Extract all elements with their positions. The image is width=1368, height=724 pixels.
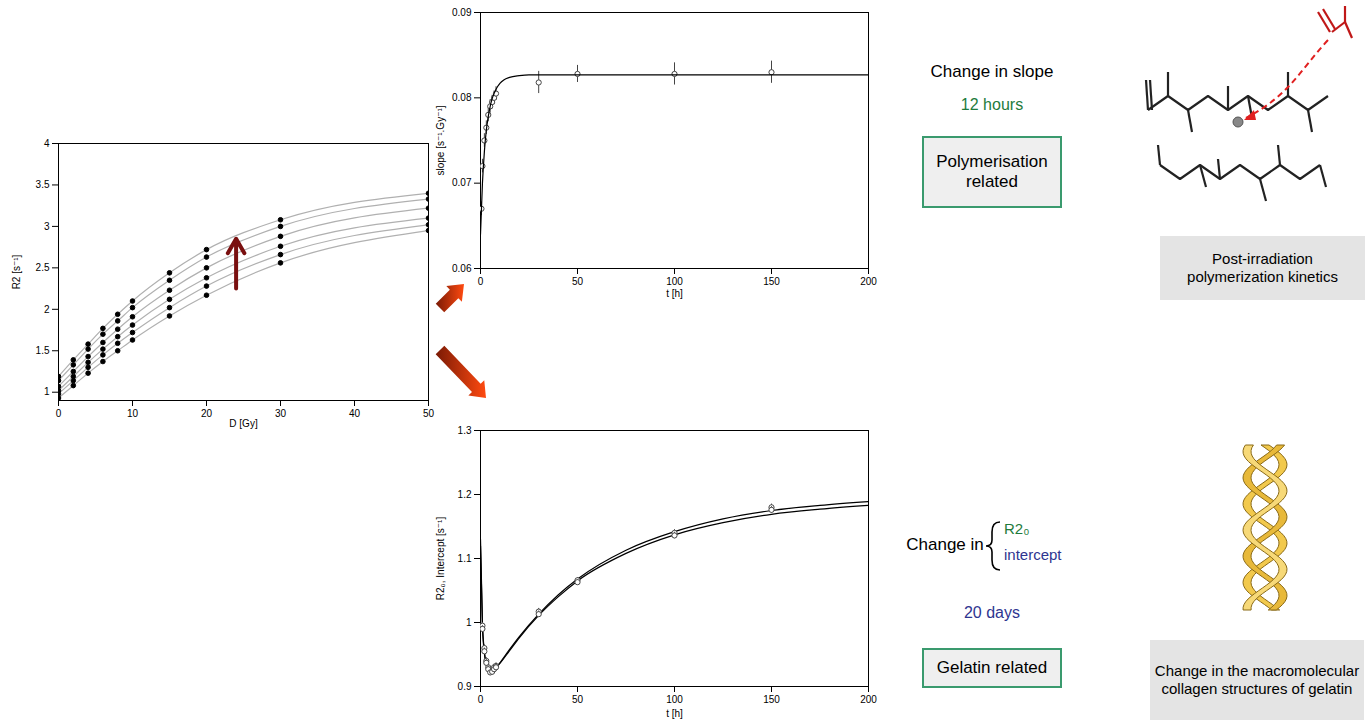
svg-text:100: 100 — [666, 694, 683, 705]
svg-text:0.08: 0.08 — [452, 92, 472, 103]
svg-text:150: 150 — [763, 694, 780, 705]
html-text:R2₀: R2₀ — [1004, 520, 1030, 537]
html-text:12 hours: 12 hours — [960, 96, 1024, 113]
html-text:20 days: 20 days — [964, 604, 1020, 621]
html-text:Change in: Change in — [906, 535, 984, 554]
svg-text:0: 0 — [478, 694, 484, 705]
svg-text:2.5: 2.5 — [36, 262, 50, 273]
svg-text:1: 1 — [466, 617, 472, 628]
svg-text:4: 4 — [44, 138, 50, 149]
svg-text:200: 200 — [860, 276, 877, 287]
svg-text:3: 3 — [44, 221, 50, 232]
svg-text:50: 50 — [572, 276, 584, 287]
html-text:Polymerisation related: Polymerisation related — [936, 151, 1048, 191]
svg-text:50: 50 — [423, 408, 435, 419]
svg-text:0.09: 0.09 — [452, 7, 472, 18]
svg-text:1.1: 1.1 — [458, 553, 472, 564]
svg-text:1.2: 1.2 — [458, 489, 472, 500]
html-text:Gelatin related: Gelatin related — [936, 657, 1048, 677]
svg-text:0: 0 — [56, 408, 62, 419]
svg-text:0.06: 0.06 — [452, 263, 472, 274]
svg-text:100: 100 — [666, 276, 683, 287]
html-text:Change in the macromolecular c: Change in the macromolecular collagen st… — [1154, 662, 1360, 697]
svg-text:0.07: 0.07 — [452, 177, 472, 188]
svg-text:40: 40 — [349, 408, 361, 419]
svg-text:D [Gy]: D [Gy] — [229, 418, 258, 429]
svg-text:50: 50 — [572, 694, 584, 705]
svg-text:1: 1 — [44, 386, 50, 397]
svg-text:0: 0 — [478, 276, 484, 287]
html-text:Change in slope: Change in slope — [930, 62, 1054, 81]
html-text:Post-irradiation polymerizatio: Post-irradiation polymerization kinetics — [1187, 250, 1338, 285]
svg-text:10: 10 — [127, 408, 139, 419]
svg-text:R2 [s⁻¹]: R2 [s⁻¹] — [11, 254, 22, 289]
svg-text:0.9: 0.9 — [458, 681, 472, 692]
svg-text:1.5: 1.5 — [36, 345, 50, 356]
html-text:intercept: intercept — [1004, 546, 1062, 563]
svg-text:20: 20 — [201, 408, 213, 419]
svg-text:R2₀, Intercept [s⁻¹]: R2₀, Intercept [s⁻¹] — [435, 517, 446, 601]
svg-text:t [h]: t [h] — [666, 708, 683, 719]
svg-text:30: 30 — [275, 408, 287, 419]
svg-text:slope [s⁻¹.Gy⁻¹]: slope [s⁻¹.Gy⁻¹] — [435, 105, 446, 175]
svg-text:2: 2 — [44, 304, 50, 315]
svg-text:t [h]: t [h] — [666, 288, 683, 299]
svg-text:1.3: 1.3 — [458, 425, 472, 436]
svg-text:3.5: 3.5 — [36, 179, 50, 190]
svg-text:150: 150 — [763, 276, 780, 287]
svg-text:200: 200 — [860, 694, 877, 705]
